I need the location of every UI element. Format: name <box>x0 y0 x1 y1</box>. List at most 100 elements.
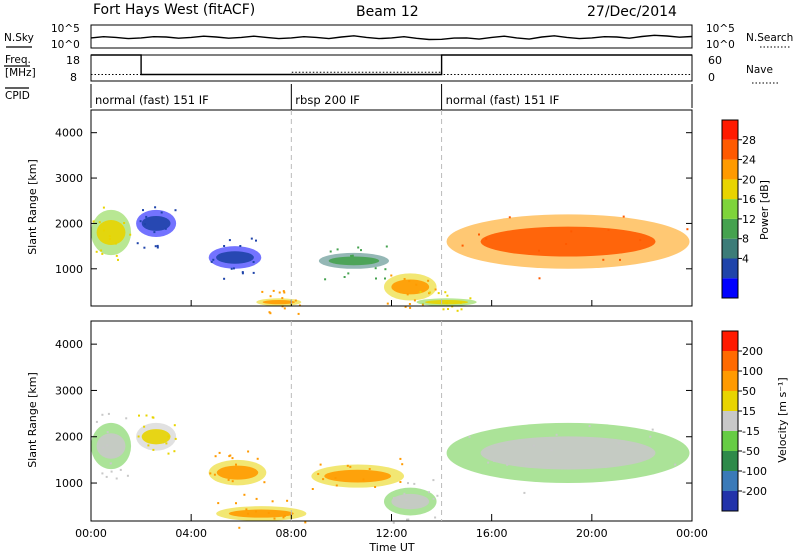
scatter-speck <box>156 244 159 247</box>
colorbar-swatch <box>722 238 738 259</box>
scatter-speck <box>231 457 234 460</box>
scatter-speck <box>245 508 248 511</box>
scatter-speck <box>154 206 157 209</box>
y-tick-label: 3000 <box>55 384 83 397</box>
noise-panel: N.Sky N.Search 10^5 10^0 10^5 10^0 <box>4 23 793 51</box>
x-tick-label: 08:00 <box>275 527 307 540</box>
scatter-speck <box>617 442 620 445</box>
scatter-speck <box>485 237 488 240</box>
scatter-speck <box>139 220 142 223</box>
scatter-speck <box>538 249 540 252</box>
scatter-region <box>311 457 405 490</box>
scatter-speck <box>115 477 118 480</box>
scatter-speck <box>138 414 140 417</box>
scatter-speck <box>145 414 148 417</box>
scatter-speck <box>117 258 119 261</box>
scatter-speck <box>241 271 244 274</box>
scatter-speck <box>588 425 591 427</box>
scatter-region-core <box>391 493 430 510</box>
noise-right-tick-bottom: 10^0 <box>706 39 735 51</box>
scatter-speck <box>602 258 605 261</box>
x-tick-label: 00:00 <box>676 527 708 540</box>
scatter-speck <box>374 267 377 270</box>
scatter-speck <box>143 223 146 226</box>
scatter-speck <box>142 209 144 212</box>
y-tick-label: 4000 <box>55 338 83 351</box>
scatter-speck <box>506 463 509 466</box>
scatter-speck <box>336 248 339 251</box>
scatter-speck <box>317 473 320 475</box>
scatter-speck <box>145 215 148 218</box>
scatter-speck <box>151 416 154 419</box>
scatter-speck <box>428 491 430 494</box>
x-tick-label: 12:00 <box>376 527 408 540</box>
cpid-mode-label: rbsp 200 IF <box>295 93 360 107</box>
scatter-speck <box>115 254 118 257</box>
scatter-speck <box>460 308 463 311</box>
scatter-speck <box>232 267 235 270</box>
scatter-speck <box>228 239 231 242</box>
scatter-region-core <box>391 279 430 295</box>
scatter-speck <box>235 463 237 466</box>
power-panel: Slant Range [km] 4000 3000 2000 1000 28 24 20… <box>26 109 771 315</box>
scatter-speck <box>322 478 325 481</box>
y-tick-label: 1000 <box>55 263 83 276</box>
freq-left-tick-bottom: 8 <box>70 71 77 84</box>
scatter-region-core <box>96 220 126 245</box>
scatter-speck <box>238 526 241 529</box>
scatter-speck <box>399 457 402 460</box>
colorbar-swatch <box>722 431 738 451</box>
scatter-speck <box>95 250 98 253</box>
scatter-speck <box>351 254 354 257</box>
scatter-speck <box>508 216 511 219</box>
colorbar-tick-label: 50 <box>742 385 756 398</box>
scatter-speck <box>639 239 642 242</box>
scatter-speck <box>523 491 526 494</box>
scatter-speck <box>550 449 553 452</box>
scatter-speck <box>674 463 677 466</box>
scatter-region-core <box>228 509 294 518</box>
freq-label-1: Freq. <box>5 54 31 66</box>
scatter-speck <box>392 497 395 499</box>
scatter-speck <box>95 420 98 423</box>
scatter-speck <box>129 233 132 236</box>
power-cbar-label: Power [dB] <box>758 180 771 240</box>
scatter-speck <box>136 242 139 245</box>
colorbar-frame <box>721 119 739 299</box>
scatter-speck <box>108 238 111 240</box>
mode-separator-lines <box>290 84 443 521</box>
colorbar-swatch <box>722 331 738 351</box>
scatter-speck <box>250 237 253 240</box>
colorbar-swatch <box>722 371 738 391</box>
scatter-region-core <box>141 429 171 445</box>
scatter-speck <box>408 303 411 305</box>
scatter-speck <box>153 231 156 234</box>
scatter-speck <box>428 291 431 294</box>
scatter-speck <box>403 278 406 280</box>
scatter-speck <box>413 482 416 485</box>
scatter-speck <box>447 308 449 310</box>
scatter-speck <box>160 211 163 214</box>
scatter-speck <box>334 477 337 479</box>
scatter-speck <box>442 308 445 311</box>
scatter-speck <box>227 478 230 481</box>
scatter-speck <box>444 291 447 294</box>
scatter-region <box>136 414 177 455</box>
colorbar-swatch <box>722 411 738 431</box>
scatter-speck <box>173 424 176 427</box>
scatter-speck <box>164 227 167 230</box>
scatter-speck <box>282 290 285 293</box>
scatter-speck <box>398 497 401 499</box>
beam-title: Beam 12 <box>356 4 419 20</box>
scatter-speck <box>651 428 654 431</box>
scatter-speck <box>102 229 105 232</box>
scatter-speck <box>565 243 568 245</box>
colorbar-tick-label: 24 <box>742 154 756 167</box>
colorbar-tick-label: 20 <box>742 173 756 186</box>
freq-nave-panel: Freq. [MHz] 18 8 60 0 Nave <box>4 54 780 84</box>
scatter-speck <box>243 493 246 496</box>
colorbar-swatch <box>722 120 738 140</box>
colorbar-frame <box>721 330 739 512</box>
scatter-region <box>383 273 437 309</box>
colorbar-tick-label: -200 <box>742 485 767 498</box>
